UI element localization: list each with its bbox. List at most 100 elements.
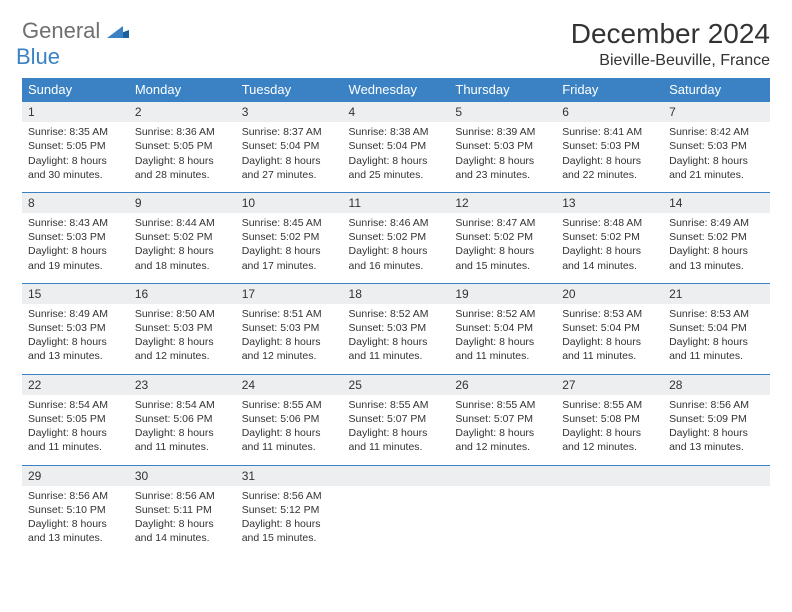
sunrise-line: Sunrise: 8:53 AM [562,307,657,321]
calendar-day-cell: 4Sunrise: 8:38 AMSunset: 5:04 PMDaylight… [343,101,450,188]
day-body [663,486,770,548]
calendar-day-cell [556,465,663,552]
calendar-table: Sunday Monday Tuesday Wednesday Thursday… [22,78,770,551]
weekday-header-row: Sunday Monday Tuesday Wednesday Thursday… [22,78,770,101]
sunset-line: Sunset: 5:02 PM [135,230,230,244]
day-number: 29 [22,465,129,486]
calendar-day-cell: 12Sunrise: 8:47 AMSunset: 5:02 PMDayligh… [449,192,556,279]
day-number: 16 [129,283,236,304]
day-body: Sunrise: 8:54 AMSunset: 5:06 PMDaylight:… [129,395,236,461]
calendar-day-cell: 7Sunrise: 8:42 AMSunset: 5:03 PMDaylight… [663,101,770,188]
daylight-line: Daylight: 8 hours and 11 minutes. [28,426,123,454]
calendar-day-cell: 16Sunrise: 8:50 AMSunset: 5:03 PMDayligh… [129,283,236,370]
day-number: 8 [22,192,129,213]
sunset-line: Sunset: 5:03 PM [562,139,657,153]
sunset-line: Sunset: 5:06 PM [242,412,337,426]
day-number: 13 [556,192,663,213]
sunset-line: Sunset: 5:03 PM [349,321,444,335]
day-number: 11 [343,192,450,213]
sunrise-line: Sunrise: 8:56 AM [669,398,764,412]
sunrise-line: Sunrise: 8:54 AM [135,398,230,412]
calendar-day-cell: 31Sunrise: 8:56 AMSunset: 5:12 PMDayligh… [236,465,343,552]
sunrise-line: Sunrise: 8:37 AM [242,125,337,139]
sunset-line: Sunset: 5:08 PM [562,412,657,426]
sunset-line: Sunset: 5:02 PM [349,230,444,244]
weekday-header: Wednesday [343,78,450,101]
sunrise-line: Sunrise: 8:56 AM [28,489,123,503]
weekday-header: Thursday [449,78,556,101]
daylight-line: Daylight: 8 hours and 21 minutes. [669,154,764,182]
day-number: 7 [663,101,770,122]
calendar-day-cell [343,465,450,552]
sunset-line: Sunset: 5:05 PM [135,139,230,153]
day-body: Sunrise: 8:56 AMSunset: 5:10 PMDaylight:… [22,486,129,552]
daylight-line: Daylight: 8 hours and 15 minutes. [242,517,337,545]
day-number: 24 [236,374,343,395]
daylight-line: Daylight: 8 hours and 15 minutes. [455,244,550,272]
sunrise-line: Sunrise: 8:35 AM [28,125,123,139]
calendar-day-cell: 26Sunrise: 8:55 AMSunset: 5:07 PMDayligh… [449,374,556,461]
location-label: Bieville-Beuville, France [571,52,770,70]
day-number [449,465,556,486]
sunset-line: Sunset: 5:05 PM [28,139,123,153]
sunset-line: Sunset: 5:02 PM [669,230,764,244]
daylight-line: Daylight: 8 hours and 13 minutes. [28,335,123,363]
calendar-day-cell: 24Sunrise: 8:55 AMSunset: 5:06 PMDayligh… [236,374,343,461]
day-body: Sunrise: 8:56 AMSunset: 5:09 PMDaylight:… [663,395,770,461]
calendar-day-cell: 6Sunrise: 8:41 AMSunset: 5:03 PMDaylight… [556,101,663,188]
day-number: 9 [129,192,236,213]
daylight-line: Daylight: 8 hours and 12 minutes. [242,335,337,363]
day-number: 22 [22,374,129,395]
daylight-line: Daylight: 8 hours and 17 minutes. [242,244,337,272]
sunrise-line: Sunrise: 8:48 AM [562,216,657,230]
calendar-day-cell: 17Sunrise: 8:51 AMSunset: 5:03 PMDayligh… [236,283,343,370]
day-body [343,486,450,548]
day-number: 5 [449,101,556,122]
day-body: Sunrise: 8:43 AMSunset: 5:03 PMDaylight:… [22,213,129,279]
calendar-day-cell: 15Sunrise: 8:49 AMSunset: 5:03 PMDayligh… [22,283,129,370]
sunrise-line: Sunrise: 8:38 AM [349,125,444,139]
sunrise-line: Sunrise: 8:52 AM [349,307,444,321]
day-number: 2 [129,101,236,122]
daylight-line: Daylight: 8 hours and 22 minutes. [562,154,657,182]
daylight-line: Daylight: 8 hours and 13 minutes. [669,244,764,272]
day-body: Sunrise: 8:49 AMSunset: 5:02 PMDaylight:… [663,213,770,279]
day-number: 14 [663,192,770,213]
daylight-line: Daylight: 8 hours and 11 minutes. [242,426,337,454]
daylight-line: Daylight: 8 hours and 11 minutes. [349,426,444,454]
calendar-day-cell: 11Sunrise: 8:46 AMSunset: 5:02 PMDayligh… [343,192,450,279]
day-body: Sunrise: 8:53 AMSunset: 5:04 PMDaylight:… [556,304,663,370]
daylight-line: Daylight: 8 hours and 11 minutes. [349,335,444,363]
calendar-day-cell: 3Sunrise: 8:37 AMSunset: 5:04 PMDaylight… [236,101,343,188]
month-title: December 2024 [571,18,770,50]
weekday-header: Monday [129,78,236,101]
calendar-day-cell: 9Sunrise: 8:44 AMSunset: 5:02 PMDaylight… [129,192,236,279]
day-body: Sunrise: 8:55 AMSunset: 5:07 PMDaylight:… [343,395,450,461]
daylight-line: Daylight: 8 hours and 25 minutes. [349,154,444,182]
sunset-line: Sunset: 5:12 PM [242,503,337,517]
sunset-line: Sunset: 5:05 PM [28,412,123,426]
day-number: 19 [449,283,556,304]
sunrise-line: Sunrise: 8:55 AM [455,398,550,412]
day-body: Sunrise: 8:50 AMSunset: 5:03 PMDaylight:… [129,304,236,370]
day-number: 25 [343,374,450,395]
calendar-day-cell: 29Sunrise: 8:56 AMSunset: 5:10 PMDayligh… [22,465,129,552]
sunset-line: Sunset: 5:03 PM [28,230,123,244]
calendar-day-cell: 13Sunrise: 8:48 AMSunset: 5:02 PMDayligh… [556,192,663,279]
day-number: 1 [22,101,129,122]
daylight-line: Daylight: 8 hours and 18 minutes. [135,244,230,272]
day-number: 30 [129,465,236,486]
sunset-line: Sunset: 5:03 PM [135,321,230,335]
calendar-day-cell: 8Sunrise: 8:43 AMSunset: 5:03 PMDaylight… [22,192,129,279]
weekday-header: Sunday [22,78,129,101]
day-body: Sunrise: 8:52 AMSunset: 5:04 PMDaylight:… [449,304,556,370]
sunset-line: Sunset: 5:04 PM [562,321,657,335]
daylight-line: Daylight: 8 hours and 16 minutes. [349,244,444,272]
sunset-line: Sunset: 5:07 PM [455,412,550,426]
sunset-line: Sunset: 5:07 PM [349,412,444,426]
daylight-line: Daylight: 8 hours and 27 minutes. [242,154,337,182]
calendar-week-row: 29Sunrise: 8:56 AMSunset: 5:10 PMDayligh… [22,465,770,552]
day-number: 18 [343,283,450,304]
sunset-line: Sunset: 5:03 PM [669,139,764,153]
daylight-line: Daylight: 8 hours and 28 minutes. [135,154,230,182]
